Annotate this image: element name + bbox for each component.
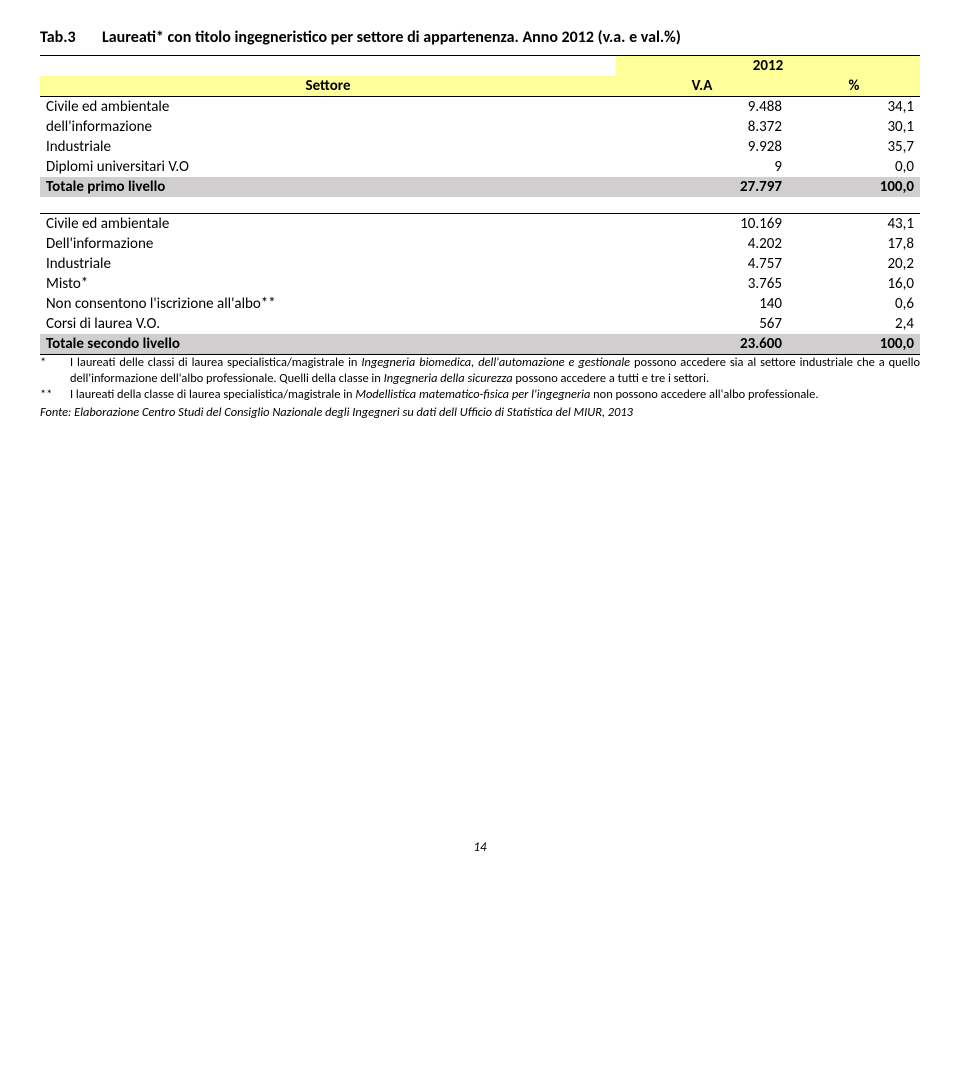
header-row: Settore V.A % (40, 76, 920, 97)
row-va: 3.765 (616, 274, 788, 294)
row-label: Civile ed ambientale (40, 97, 616, 118)
row-label: Misto* (40, 274, 616, 294)
table-row: Civile ed ambientale 9.488 34,1 (40, 97, 920, 118)
total-va: 23.600 (616, 334, 788, 355)
row-pct: 43,1 (788, 214, 920, 235)
title-text: Laureati* con titolo ingegneristico per … (102, 28, 681, 47)
table-row: Dell'informazione 4.202 17,8 (40, 234, 920, 254)
total-row-secondo: Totale secondo livello 23.600 100,0 (40, 334, 920, 355)
footnote-1: * I laureati delle classi di laurea spec… (40, 355, 920, 387)
row-label: Diplomi universitari V.O (40, 157, 616, 177)
row-pct: 0,6 (788, 294, 920, 314)
total-va: 27.797 (616, 177, 788, 197)
row-label: dell'informazione (40, 117, 616, 137)
row-va: 140 (616, 294, 788, 314)
table-row: Misto* 3.765 16,0 (40, 274, 920, 294)
col-pct: % (788, 76, 920, 97)
row-va: 9.928 (616, 137, 788, 157)
total-label: Totale secondo livello (40, 334, 616, 355)
row-pct: 17,8 (788, 234, 920, 254)
row-label: Non consentono l'iscrizione all'albo** (40, 294, 616, 314)
row-label: Corsi di laurea V.O. (40, 314, 616, 334)
total-pct: 100,0 (788, 177, 920, 197)
table-row: Diplomi universitari V.O 9 0,0 (40, 157, 920, 177)
row-va: 9 (616, 157, 788, 177)
source-line: Fonte: Elaborazione Centro Studi del Con… (40, 405, 920, 420)
page-number: 14 (40, 840, 920, 855)
row-label: Dell'informazione (40, 234, 616, 254)
col-va: V.A (616, 76, 788, 97)
row-label: Civile ed ambientale (40, 214, 616, 235)
table-row: Non consentono l'iscrizione all'albo** 1… (40, 294, 920, 314)
row-va: 9.488 (616, 97, 788, 118)
row-va: 4.757 (616, 254, 788, 274)
row-va: 567 (616, 314, 788, 334)
footnote-2: ** I laureati della classe di laurea spe… (40, 387, 920, 403)
row-pct: 30,1 (788, 117, 920, 137)
year-cell: 2012 (616, 56, 920, 77)
row-label: Industriale (40, 137, 616, 157)
row-pct: 34,1 (788, 97, 920, 118)
table-row: dell'informazione 8.372 30,1 (40, 117, 920, 137)
table-title: Tab.3 Laureati* con titolo ingegneristic… (40, 28, 920, 47)
footnote-text: I laureati delle classi di laurea specia… (70, 355, 920, 387)
total-label: Totale primo livello (40, 177, 616, 197)
row-pct: 2,4 (788, 314, 920, 334)
row-pct: 0,0 (788, 157, 920, 177)
row-va: 10.169 (616, 214, 788, 235)
row-pct: 20,2 (788, 254, 920, 274)
footnote-marker: ** (40, 387, 70, 403)
table-row: Civile ed ambientale 10.169 43,1 (40, 214, 920, 235)
table-row: Corsi di laurea V.O. 567 2,4 (40, 314, 920, 334)
row-va: 4.202 (616, 234, 788, 254)
row-pct: 16,0 (788, 274, 920, 294)
footnote-marker: * (40, 355, 70, 387)
table-row: Industriale 9.928 35,7 (40, 137, 920, 157)
col-settore: Settore (40, 76, 616, 97)
footnotes: * I laureati delle classi di laurea spec… (40, 355, 920, 403)
row-label: Industriale (40, 254, 616, 274)
total-pct: 100,0 (788, 334, 920, 355)
row-pct: 35,7 (788, 137, 920, 157)
row-va: 8.372 (616, 117, 788, 137)
footnote-text: I laureati della classe di laurea specia… (70, 387, 920, 403)
spacer (40, 197, 920, 214)
year-row: 2012 (40, 56, 920, 77)
main-table: 2012 Settore V.A % Civile ed ambientale … (40, 55, 920, 355)
table-row: Industriale 4.757 20,2 (40, 254, 920, 274)
tab-number: Tab.3 (40, 28, 102, 47)
total-row-primo: Totale primo livello 27.797 100,0 (40, 177, 920, 197)
